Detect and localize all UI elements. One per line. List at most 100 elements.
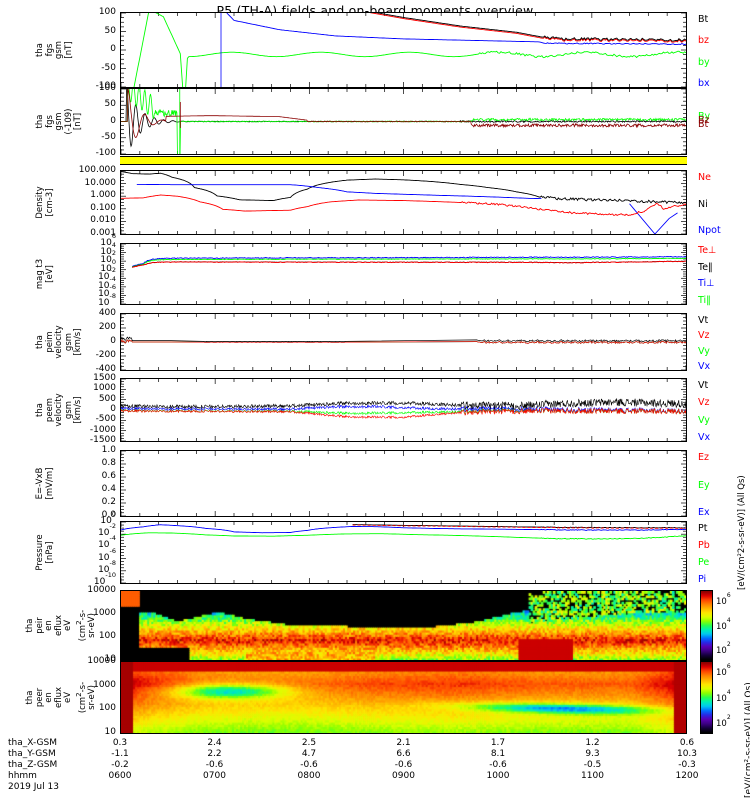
x-axis-tick-value: 1000 — [486, 771, 510, 781]
x-axis-tick-value: 0800 — [297, 771, 321, 781]
x-axis-row-label: hhmm — [8, 771, 37, 781]
y-tick-label: 10-6 — [98, 546, 116, 563]
legend-efield-Ez: Ez — [698, 452, 709, 463]
y-tick-label: 1500 — [93, 373, 116, 383]
y-tick-label: -100 — [95, 81, 116, 91]
legend-efield-Ey: Ey — [698, 479, 710, 491]
y-tick-label: 10-6 — [98, 283, 116, 300]
y-tick-label: 10-4 — [98, 534, 116, 551]
y-tick-label: -1000 — [89, 424, 116, 435]
legend-fgs-gsm-Bt: Bt — [698, 14, 709, 25]
legend-peim-velocity-Vz: Vz — [698, 330, 710, 342]
x-axis-row-label: tha_X-GSM — [8, 738, 57, 748]
y-tick-label: 0.0 — [101, 510, 116, 520]
x-axis-tick-value: 0.6 — [679, 738, 695, 748]
y-tick-label: 0.6 — [101, 471, 116, 481]
x-axis-tick-value: 4.7 — [301, 749, 317, 759]
y-tick-label: 0.2 — [101, 497, 116, 507]
colorbar-tick-label: 106 — [716, 592, 731, 607]
y-tick-label: 0.010 — [90, 215, 116, 226]
x-axis-tick-value: 2.4 — [207, 738, 222, 748]
x-axis-row-label: tha_Y-GSM — [8, 749, 56, 759]
colorbar-peir-spectrogram — [700, 590, 713, 661]
y-tick-label: 0 — [110, 44, 116, 54]
y-axis-title-peim-velocity: tha peim velocity gsm [km/s] — [35, 325, 83, 359]
status-bar-yellow — [120, 156, 687, 165]
y-tick-label: 0.4 — [101, 484, 116, 494]
y-axis-title-fgs-gsm-shifted: tha fgs gsm (-109) [nT] — [35, 108, 83, 135]
x-axis-tick-value: 2.1 — [396, 738, 411, 748]
legend-fgs-gsm-shifted-By: By — [698, 111, 711, 123]
legend-fgs-gsm-bx: bx — [698, 78, 710, 89]
legend-pressure-Pt: Pt — [698, 523, 708, 534]
legend-fgs-gsm-shifted-Bz: Bz — [698, 115, 710, 127]
x-axis-tick-value: 0900 — [392, 771, 415, 781]
legend-peim-velocity-Vx: Vx — [698, 361, 711, 372]
y-tick-label: 50 — [104, 25, 116, 36]
y-tick-label: 10-2 — [98, 266, 116, 283]
y-tick-label: 100 — [98, 631, 116, 641]
y-tick-label: -500 — [95, 414, 116, 425]
x-axis-tick-value: 2.5 — [301, 738, 317, 748]
colorbar-tick-label: 102 — [716, 641, 731, 656]
legend-mag-t3-Te: Te‖ — [698, 261, 713, 273]
y-tick-label: 100 — [100, 257, 116, 274]
y-axis-title-peir-spectrogram: tha peir en eflux eV (cm2-s-sr-eV) — [25, 609, 97, 642]
y-tick-label: -50 — [101, 131, 116, 142]
x-axis-tick-value: 1.2 — [585, 738, 600, 748]
y-tick-label: 10-8 — [98, 558, 116, 575]
y-tick-label: 400 — [98, 308, 116, 318]
colorbar-axis-title: [eV/(cm²-s-sr-eV)] (All Qs) — [744, 682, 750, 798]
plot-panel-peem-velocity — [120, 378, 687, 442]
legend-peem-velocity-Vt: Vt — [698, 380, 709, 391]
plot-panel-density — [120, 170, 687, 235]
x-axis-tick-value: 8.1 — [490, 749, 506, 759]
x-axis-tick-value: 6.6 — [396, 749, 411, 759]
y-axis-title-efield: E=-VxB [mV/m] — [35, 467, 55, 500]
plot-panel-mag-t3 — [120, 243, 687, 305]
y-tick-label: 100 — [98, 703, 116, 714]
y-tick-label: 0 — [110, 115, 116, 126]
colorbar-tick-label: 102 — [716, 714, 731, 729]
y-tick-label: 10-4 — [98, 274, 116, 291]
x-axis-tick-value: -0.6 — [394, 760, 413, 770]
y-tick-label: 10-8 — [98, 292, 116, 308]
plot-panel-efield — [120, 450, 687, 517]
x-axis-tick-value: 1100 — [581, 771, 604, 781]
x-axis-tick-value: 1.7 — [490, 738, 506, 748]
y-tick-label: -400 — [95, 364, 116, 374]
y-tick-label: 1000 — [93, 383, 116, 394]
legend-fgs-gsm-bz: bz — [698, 35, 710, 47]
legend-efield-Ex: Ex — [698, 507, 710, 518]
legend-fgs-gsm-by: by — [698, 56, 710, 68]
x-axis-tick-value: 0.3 — [112, 738, 128, 748]
legend-density-Ni: Ni — [698, 198, 708, 210]
y-tick-label: 200 — [98, 322, 116, 332]
y-tick-label: 10.000 — [84, 177, 117, 188]
y-tick-label: -200 — [95, 350, 116, 360]
plot-panel-peer-spectrogram — [120, 661, 687, 734]
x-axis-tick-value: 0700 — [203, 771, 226, 781]
colorbar-tick-label: 104 — [716, 616, 731, 632]
x-axis-tick-value: -1.1 — [111, 749, 129, 759]
x-axis-tick-value: 2.2 — [207, 749, 222, 759]
y-axis-title-pressure: Pressure [nPa] — [35, 534, 55, 571]
y-tick-label: 0 — [110, 336, 116, 346]
y-tick-label: 1000 — [93, 679, 116, 690]
y-tick-label: -100 — [95, 148, 116, 158]
x-axis-tick-value: -0.2 — [111, 760, 129, 770]
colorbar-tick-label: 106 — [716, 663, 731, 678]
x-axis-tick-value: 0600 — [108, 771, 132, 781]
y-tick-label: 50 — [104, 99, 116, 110]
y-tick-label: 106 — [100, 232, 116, 248]
y-axis-title-fgs-gsm: tha fgs gsm [nT] — [35, 40, 74, 60]
y-tick-label: 0.8 — [101, 458, 116, 468]
x-axis-tick-value: -0.5 — [583, 760, 602, 770]
legend-density-Ne: Ne — [698, 172, 711, 183]
y-tick-label: 0.001 — [90, 228, 116, 238]
x-axis-tick-value: 1200 — [675, 771, 699, 781]
y-tick-label: 10 — [104, 727, 116, 737]
y-axis-title-peem-velocity: tha peem velocity gsm [km/s] — [35, 393, 83, 427]
x-axis-tick-value: -0.6 — [205, 760, 224, 770]
y-tick-label: 104 — [100, 240, 116, 257]
